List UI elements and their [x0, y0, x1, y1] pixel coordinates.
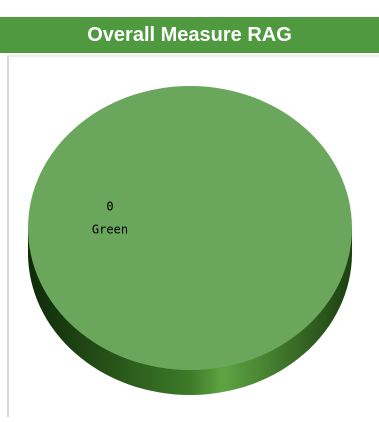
category-label: Green: [92, 222, 128, 236]
data-label: 0: [106, 199, 113, 213]
chart-title: Overall Measure RAG: [0, 17, 379, 53]
chart-panel: [7, 55, 379, 417]
pie-slice: [28, 86, 352, 370]
